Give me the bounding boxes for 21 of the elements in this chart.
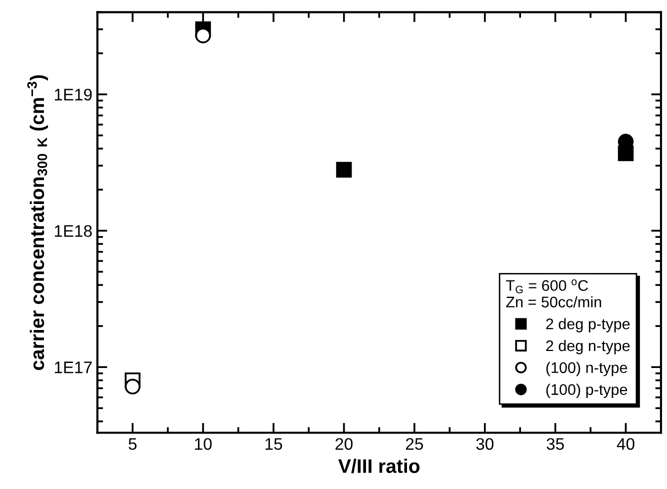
x-tick-label: 30 <box>476 438 494 450</box>
x-tick-label: 20 <box>336 438 353 450</box>
legend-label: 2 deg p-type <box>546 318 630 332</box>
legend-title: T$_{G}$ = 600 $^{o}$C Zn = 50cc/min <box>506 279 602 308</box>
legend-label: (100) p-type <box>546 384 628 398</box>
x-tick-label: 5 <box>128 438 137 450</box>
point <box>124 378 140 394</box>
x-tick-label: 10 <box>195 438 212 450</box>
x-tick-label: 40 <box>616 438 634 450</box>
x-axis-title: V/III ratio <box>338 458 420 474</box>
legend-label: (100) n-type <box>546 362 628 376</box>
legend-label: 2 deg n-type <box>546 340 630 354</box>
y-axis-title: carrier concentration$_{300 K}$ (cm$^{−3}$) <box>27 75 48 370</box>
point <box>336 162 352 178</box>
x-tick-label: 15 <box>266 438 282 450</box>
y-tick-label: 1E18 <box>54 225 92 237</box>
point <box>195 28 211 44</box>
y-tick-label: 1E19 <box>54 88 92 101</box>
x-tick-label: 25 <box>406 438 423 450</box>
x-tick-label: 35 <box>546 438 564 450</box>
y-tick-label: 1E17 <box>54 362 92 374</box>
